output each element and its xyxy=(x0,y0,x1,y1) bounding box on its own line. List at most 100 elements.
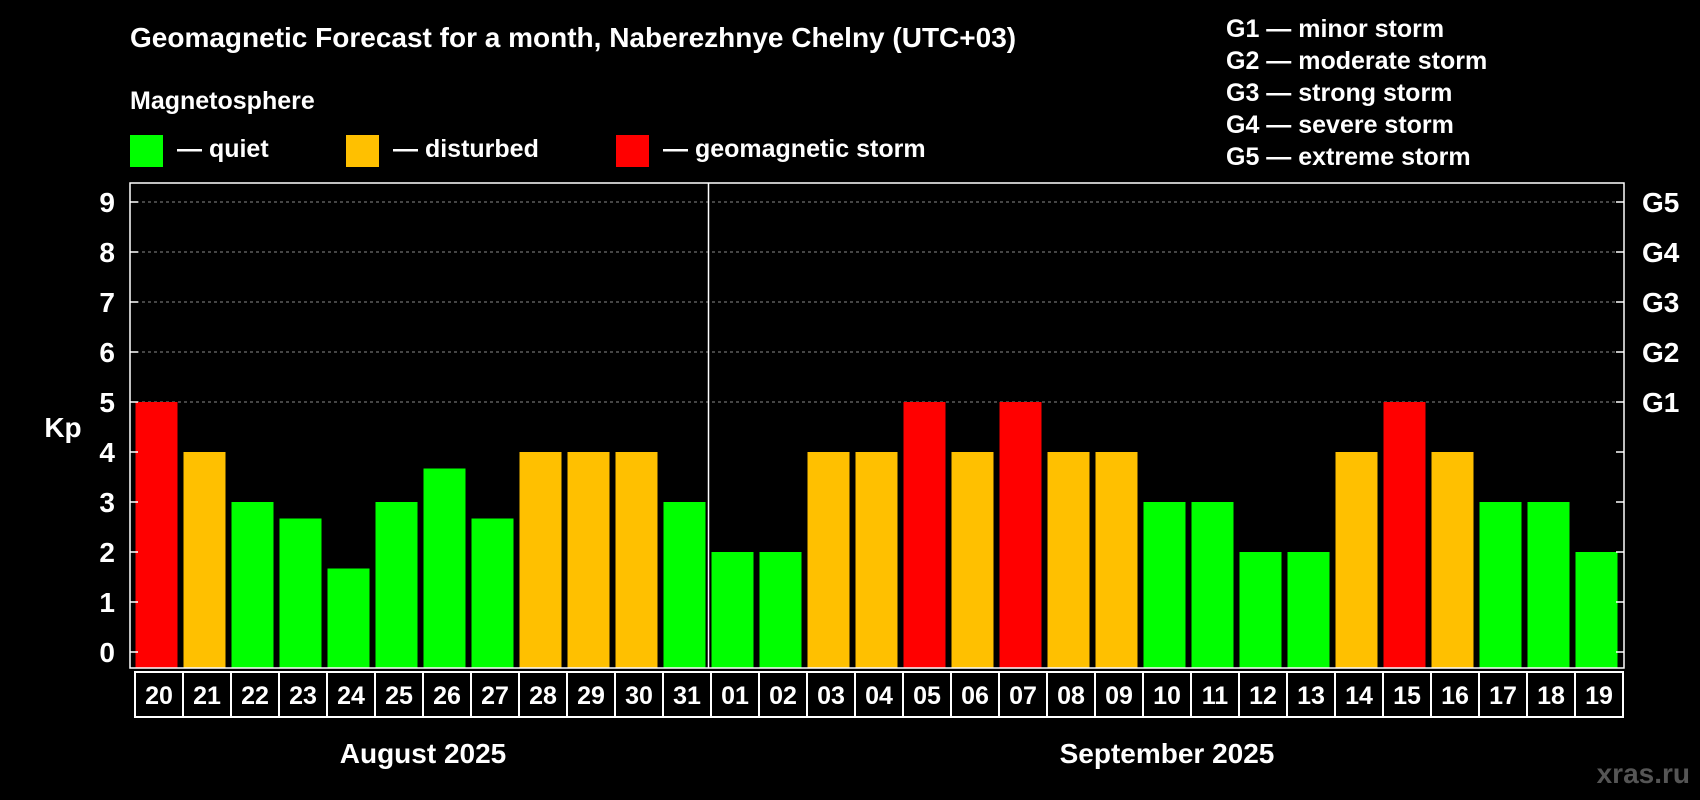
x-tick-label-20: 20 xyxy=(145,682,173,710)
storm-level-label-G2: G2 xyxy=(1642,337,1679,368)
y-tick-label: 4 xyxy=(99,437,115,468)
bar-30 xyxy=(615,452,658,668)
storm-scale-item: G1 — minor storm xyxy=(1226,15,1444,43)
bar-04 xyxy=(855,452,898,668)
bar-10 xyxy=(1143,502,1186,668)
x-tick-label-29: 29 xyxy=(577,682,605,710)
month-label: August 2025 xyxy=(340,738,507,769)
x-tick-label-27: 27 xyxy=(481,682,509,710)
bar-13 xyxy=(1287,552,1330,668)
x-tick-label-25: 25 xyxy=(385,682,413,710)
y-tick-label: 5 xyxy=(99,387,115,418)
bar-06 xyxy=(951,452,994,668)
y-tick-label: 2 xyxy=(99,537,115,568)
bar-09 xyxy=(1095,452,1138,668)
plot-frame xyxy=(129,182,1625,669)
watermark: xras.ru xyxy=(1597,758,1690,789)
legend-label-disturbed: — disturbed xyxy=(393,135,539,163)
bar-22 xyxy=(231,502,274,668)
bar-11 xyxy=(1191,502,1234,668)
x-tick-label-14: 14 xyxy=(1345,682,1373,710)
bar-26 xyxy=(423,468,466,668)
x-tick-label-04: 04 xyxy=(865,682,893,710)
x-tick-label-15: 15 xyxy=(1393,682,1421,710)
y-tick-label: 0 xyxy=(99,637,115,668)
y-axis-right: G1 G2 G3 G4 G5 xyxy=(1616,187,1680,653)
x-tick-label-17: 17 xyxy=(1489,682,1517,710)
storm-level-label-G4: G4 xyxy=(1642,237,1680,268)
x-tick-label-06: 06 xyxy=(961,682,989,710)
legend: — quiet — disturbed — geomagnetic storm xyxy=(130,135,926,167)
bar-18 xyxy=(1527,502,1570,668)
x-tick-label-01: 01 xyxy=(721,682,749,710)
x-tick-label-05: 05 xyxy=(913,682,941,710)
storm-scale-item: G2 — moderate storm xyxy=(1226,47,1487,75)
legend-swatch-storm xyxy=(616,135,649,167)
bar-27 xyxy=(471,518,514,668)
bar-28 xyxy=(519,452,562,668)
x-tick-label-03: 03 xyxy=(817,682,845,710)
bar-25 xyxy=(375,502,418,668)
x-tick-label-24: 24 xyxy=(337,682,365,710)
y-tick-label: 6 xyxy=(99,337,115,368)
x-tick-label-28: 28 xyxy=(529,682,557,710)
x-tick-label-30: 30 xyxy=(625,682,653,710)
storm-level-label-G1: G1 xyxy=(1642,387,1679,418)
x-tick-label-08: 08 xyxy=(1057,682,1085,710)
x-tick-label-10: 10 xyxy=(1153,682,1181,710)
bar-12 xyxy=(1239,552,1282,668)
bar-02 xyxy=(759,552,802,668)
bar-21 xyxy=(183,452,226,668)
bar-17 xyxy=(1479,502,1522,668)
x-tick-label-18: 18 xyxy=(1537,682,1565,710)
grid-lines xyxy=(130,201,1624,403)
storm-scale-item: G3 — strong storm xyxy=(1226,79,1452,107)
x-tick-label-07: 07 xyxy=(1009,682,1037,710)
bar-01 xyxy=(711,552,754,668)
legend-swatch-disturbed xyxy=(346,135,379,167)
x-tick-label-12: 12 xyxy=(1249,682,1277,710)
bar-03 xyxy=(807,452,850,668)
bar-16 xyxy=(1431,452,1474,668)
bar-24 xyxy=(327,568,370,668)
bar-14 xyxy=(1335,452,1378,668)
x-tick-label-02: 02 xyxy=(769,682,797,710)
bar-23 xyxy=(279,518,322,668)
bar-31 xyxy=(663,502,706,668)
month-label: September 2025 xyxy=(1060,738,1275,769)
storm-scale-item: G4 — severe storm xyxy=(1226,111,1454,139)
bar-08 xyxy=(1047,452,1090,668)
y-tick-label: 1 xyxy=(99,587,115,618)
month-labels: August 2025 September 2025 xyxy=(340,738,1275,769)
chart-title: Geomagnetic Forecast for a month, Nabere… xyxy=(130,22,1016,53)
x-tick-label-21: 21 xyxy=(193,682,221,710)
bar-20 xyxy=(135,402,178,668)
y-tick-label: 9 xyxy=(99,187,115,218)
legend-label-storm: — geomagnetic storm xyxy=(663,135,926,163)
x-tick-label-09: 09 xyxy=(1105,682,1133,710)
bar-29 xyxy=(567,452,610,668)
y-tick-label: 3 xyxy=(99,487,115,518)
x-tick-label-31: 31 xyxy=(673,682,701,710)
legend-label-quiet: — quiet xyxy=(177,135,269,163)
x-tick-label-11: 11 xyxy=(1202,682,1229,710)
storm-level-label-G3: G3 xyxy=(1642,287,1679,318)
x-tick-label-23: 23 xyxy=(289,682,317,710)
legend-title: Magnetosphere xyxy=(130,87,315,115)
bar-series xyxy=(135,402,1618,668)
bar-15 xyxy=(1383,402,1426,668)
y-tick-label: 7 xyxy=(99,287,115,318)
x-axis: 20 21 22 23 24 25 26 27 28 29 30 31 01 02 03 04 05 06 07 08… xyxy=(134,671,1624,718)
x-tick-label-26: 26 xyxy=(433,682,461,710)
storm-level-label-G5: G5 xyxy=(1642,187,1679,218)
y-tick-label: 8 xyxy=(99,237,115,268)
storm-scale-item: G5 — extreme storm xyxy=(1226,143,1471,171)
x-tick-label-22: 22 xyxy=(241,682,269,710)
bar-05 xyxy=(903,402,946,668)
y-axis-left: 0 1 2 3 4 5 6 7 8 9 xyxy=(99,187,138,668)
y-axis-label: Kp xyxy=(44,412,81,443)
storm-scale-list: G1 — minor storm G2 — moderate storm G3 — … xyxy=(1226,15,1487,171)
x-axis-frame xyxy=(134,671,1624,718)
bar-19 xyxy=(1575,552,1618,668)
